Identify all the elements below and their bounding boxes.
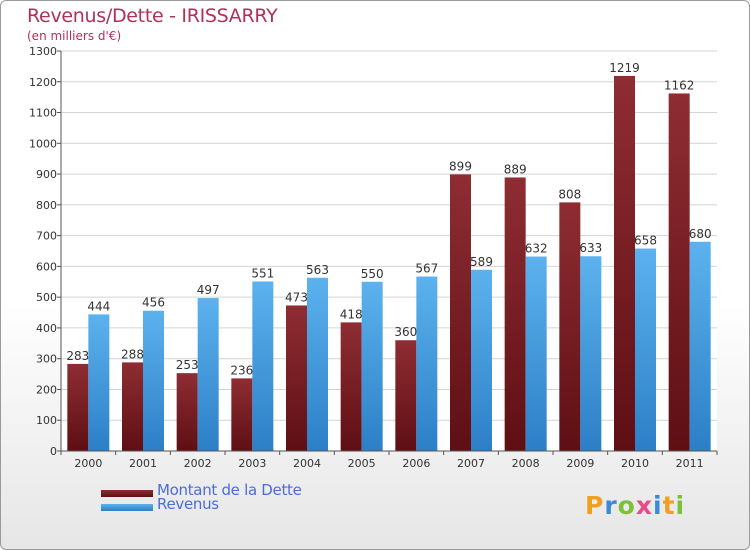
x-tick-label: 2002 bbox=[184, 457, 212, 470]
data-label-revenus: 550 bbox=[361, 267, 384, 281]
legend-label-revenus: Revenus bbox=[157, 495, 219, 513]
y-tick-label: 100 bbox=[36, 414, 57, 427]
data-label-revenus: 551 bbox=[251, 266, 274, 280]
data-label-revenus: 658 bbox=[634, 234, 657, 248]
bar-dette bbox=[67, 363, 89, 451]
bar-revenus bbox=[307, 277, 328, 451]
data-label-dette: 418 bbox=[340, 307, 363, 321]
logo-letter: i bbox=[675, 491, 686, 520]
data-label-dette: 889 bbox=[504, 162, 527, 176]
chart-title: Revenus/Dette - IRISSARRY bbox=[27, 5, 278, 27]
x-tick-label: 2011 bbox=[676, 457, 704, 470]
legend-swatch-revenus bbox=[101, 504, 153, 511]
data-label-revenus: 456 bbox=[142, 296, 165, 310]
bar-revenus bbox=[143, 310, 164, 451]
logo-letter: o bbox=[617, 491, 636, 520]
bar-revenus bbox=[416, 276, 438, 451]
y-tick-label: 1100 bbox=[29, 107, 57, 120]
logo-letter: x bbox=[635, 491, 653, 520]
logo-letter: t bbox=[662, 491, 676, 520]
bar-revenus bbox=[635, 248, 656, 451]
bar-dette bbox=[340, 322, 362, 451]
y-tick-label: 1200 bbox=[29, 76, 57, 89]
bar-revenus bbox=[361, 281, 383, 451]
bar-revenus bbox=[689, 241, 711, 451]
bar-dette bbox=[504, 177, 526, 451]
y-tick-label: 800 bbox=[36, 199, 57, 212]
x-tick-label: 2004 bbox=[293, 457, 321, 470]
bar-dette bbox=[231, 378, 253, 451]
bar-revenus bbox=[197, 298, 219, 451]
x-tick-label: 2005 bbox=[348, 457, 376, 470]
data-label-dette: 473 bbox=[285, 290, 308, 304]
bar-dette bbox=[614, 75, 635, 451]
data-label-revenus: 680 bbox=[689, 227, 712, 241]
proxiti-logo: Proxiti bbox=[585, 491, 685, 520]
bar-revenus bbox=[580, 256, 602, 451]
data-label-dette: 1219 bbox=[609, 61, 640, 75]
y-tick-label: 600 bbox=[36, 260, 57, 273]
data-label-revenus: 633 bbox=[579, 241, 602, 255]
y-tick-label: 300 bbox=[36, 353, 57, 366]
logo-letter: i bbox=[653, 491, 663, 520]
legend-label-dette: Montant de la Dette bbox=[157, 481, 302, 499]
bar-dette bbox=[450, 174, 471, 451]
y-tick-label: 400 bbox=[36, 322, 57, 335]
y-tick-label: 1300 bbox=[29, 45, 57, 58]
data-label-dette: 283 bbox=[66, 349, 89, 363]
logo-letter: P bbox=[585, 491, 605, 520]
logo-letter: r bbox=[604, 491, 618, 520]
x-tick-label: 2007 bbox=[457, 457, 485, 470]
x-tick-label: 2009 bbox=[566, 457, 594, 470]
x-tick-label: 2000 bbox=[74, 457, 102, 470]
bar-dette bbox=[668, 93, 690, 451]
data-label-dette: 253 bbox=[176, 358, 199, 372]
x-tick-label: 2001 bbox=[129, 457, 157, 470]
y-tick-label: 500 bbox=[36, 291, 57, 304]
data-label-revenus: 632 bbox=[525, 242, 548, 256]
bar-dette bbox=[559, 202, 581, 451]
data-label-revenus: 567 bbox=[415, 262, 438, 276]
x-tick-label: 2003 bbox=[238, 457, 266, 470]
y-tick-label: 1000 bbox=[29, 137, 57, 150]
y-tick-label: 200 bbox=[36, 383, 57, 396]
data-label-revenus: 444 bbox=[87, 299, 110, 313]
bar-dette bbox=[286, 305, 307, 451]
bar-revenus bbox=[252, 281, 274, 451]
plot-area bbox=[61, 51, 717, 451]
x-tick-label: 2010 bbox=[621, 457, 649, 470]
data-label-dette: 360 bbox=[394, 325, 417, 339]
bar-dette bbox=[122, 362, 143, 451]
y-tick-label: 900 bbox=[36, 168, 57, 181]
data-label-dette: 1162 bbox=[664, 78, 695, 92]
data-label-dette: 808 bbox=[558, 187, 581, 201]
data-label-dette: 899 bbox=[449, 159, 472, 173]
bar-revenus bbox=[88, 314, 110, 451]
y-tick-label: 0 bbox=[50, 445, 57, 458]
bar-dette bbox=[176, 373, 198, 451]
y-tick-label: 700 bbox=[36, 230, 57, 243]
data-label-revenus: 497 bbox=[197, 283, 220, 297]
bar-revenus bbox=[471, 269, 492, 451]
data-label-dette: 288 bbox=[121, 347, 144, 361]
data-label-revenus: 589 bbox=[470, 255, 493, 269]
x-tick-label: 2006 bbox=[402, 457, 430, 470]
bar-dette bbox=[395, 340, 417, 451]
data-label-dette: 236 bbox=[230, 363, 253, 377]
data-label-revenus: 563 bbox=[306, 263, 329, 277]
x-tick-label: 2008 bbox=[512, 457, 540, 470]
bar-revenus bbox=[525, 256, 547, 451]
chart-subtitle: (en milliers d'€) bbox=[27, 29, 122, 43]
legend-swatch-dette bbox=[101, 490, 153, 497]
